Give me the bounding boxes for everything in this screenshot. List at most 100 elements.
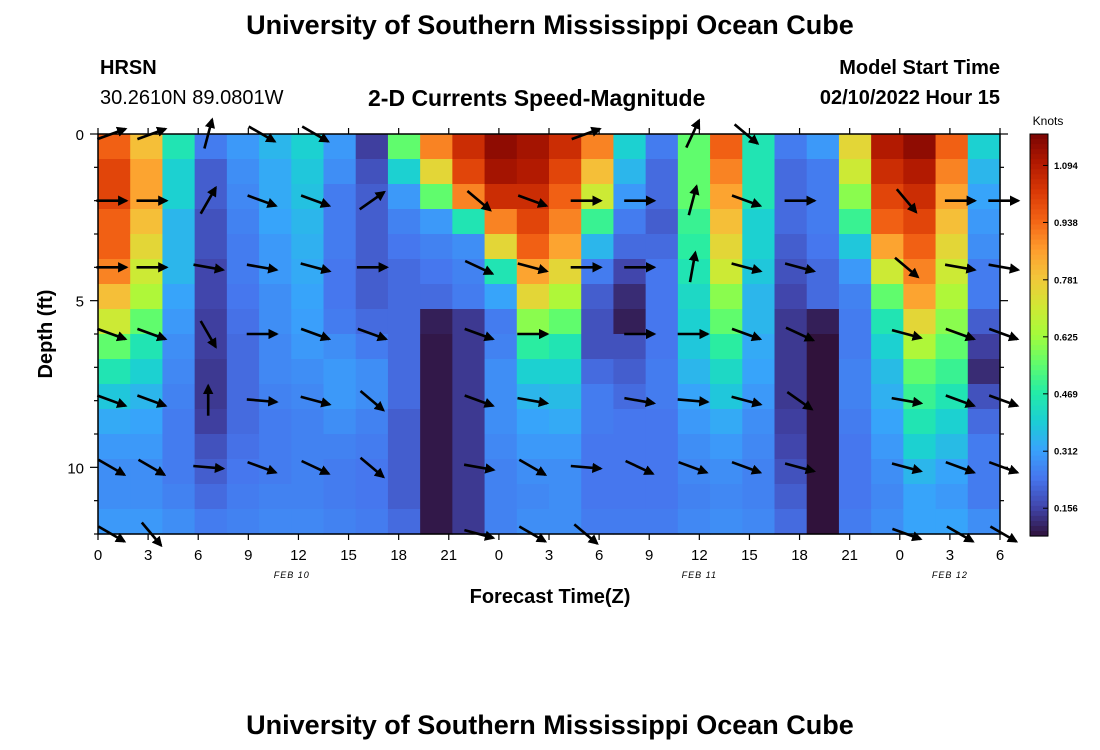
heatmap-cell	[387, 409, 421, 435]
colorbar-segment	[1030, 490, 1048, 497]
heatmap-cell	[806, 434, 840, 460]
heatmap-cell	[581, 459, 615, 485]
current-arrow	[731, 194, 763, 208]
heatmap-cell	[871, 384, 904, 410]
heatmap-cell	[613, 409, 647, 435]
current-arrow	[300, 395, 332, 408]
heatmap-cell	[581, 409, 615, 435]
heatmap-cell	[516, 359, 550, 385]
heatmap-cell	[581, 209, 615, 235]
heatmap-cell	[838, 259, 872, 285]
heatmap-cell	[355, 484, 389, 510]
heatmap-cell	[130, 384, 164, 410]
heatmap-cell	[355, 284, 389, 310]
heatmap-cell	[677, 434, 711, 460]
heatmap-cell	[484, 359, 518, 385]
current-vectors	[96, 117, 1021, 548]
colorbar-segment	[1030, 249, 1048, 256]
heatmap-cell	[259, 259, 292, 285]
heatmap-cell	[645, 359, 679, 385]
current-arrow	[894, 256, 920, 279]
y-tick-label: 0	[76, 127, 84, 144]
colorbar-segment	[1030, 154, 1048, 160]
heatmap-cell	[742, 134, 776, 160]
colorbar-tick-label: 0.312	[1054, 447, 1078, 458]
heatmap-cell	[645, 309, 679, 335]
heatmap-cell	[226, 209, 260, 235]
current-arrow	[517, 194, 549, 208]
heatmap-cell	[613, 234, 647, 260]
heatmap-cell	[967, 134, 1001, 160]
colorbar-segment	[1030, 435, 1048, 442]
heatmap-cell	[710, 284, 743, 310]
heatmap-cell	[645, 384, 679, 410]
heatmap-cell	[838, 509, 872, 535]
heatmap-cell	[355, 409, 389, 435]
heatmap-cell	[420, 509, 453, 535]
heatmap-cell	[484, 484, 518, 510]
current-arrow	[678, 460, 709, 475]
colorbar-segment	[1030, 229, 1048, 236]
x-tick-label: 21	[841, 547, 858, 564]
heatmap-cell	[871, 184, 904, 210]
heatmap-cell	[226, 284, 260, 310]
current-arrow	[945, 327, 976, 342]
current-arrow	[96, 394, 128, 408]
heatmap-cell	[484, 459, 518, 485]
heatmap-cell	[420, 134, 453, 160]
colorbar-segment	[1030, 289, 1048, 296]
heatmap-cell	[194, 484, 228, 510]
heatmap-cell	[710, 259, 743, 285]
heatmap-cell	[226, 259, 260, 285]
colorbar-segment	[1030, 189, 1048, 195]
colorbar-segment	[1030, 520, 1048, 527]
heatmap-cell	[677, 134, 711, 160]
heatmap-cell	[226, 509, 260, 535]
heatmap-cell	[710, 459, 743, 485]
date-label: FEB 12	[932, 570, 968, 580]
colorbar-segment	[1030, 174, 1048, 180]
heatmap-cell	[967, 434, 1001, 460]
current-arrow	[677, 396, 710, 407]
heatmap-cell	[291, 384, 325, 410]
colorbar-segment	[1030, 254, 1048, 261]
heatmap-cell	[420, 259, 453, 285]
colorbar-segment	[1030, 335, 1048, 341]
colorbar-segment	[1030, 345, 1048, 351]
heatmap-cell	[323, 484, 357, 510]
heatmap-cell	[259, 409, 292, 435]
colorbar-segment	[1030, 390, 1048, 396]
heatmap-cell	[323, 209, 357, 235]
heatmap-cell	[420, 309, 453, 335]
heatmap-cell	[742, 309, 776, 335]
heatmap-cell	[226, 384, 260, 410]
heatmap-cell	[967, 184, 1001, 210]
heatmap-cell	[387, 484, 421, 510]
heatmap-cell	[838, 409, 872, 435]
current-arrow	[193, 263, 226, 274]
heatmap-cell	[387, 259, 421, 285]
heatmap-cell	[162, 284, 196, 310]
heatmap-cell	[774, 184, 808, 210]
heatmap-cell	[194, 309, 228, 335]
heatmap-cell	[162, 209, 196, 235]
current-arrow	[466, 190, 492, 212]
heatmap-cell	[710, 234, 743, 260]
colorbar-segment	[1030, 284, 1048, 291]
heatmap-cell	[838, 309, 872, 335]
heatmap-cell	[806, 384, 840, 410]
heatmap-cell	[677, 484, 711, 510]
colorbar-segment	[1030, 294, 1048, 301]
colorbar-segment	[1030, 350, 1048, 356]
heatmap-cell	[387, 309, 421, 335]
heatmap-cell	[452, 334, 486, 360]
heatmap-cell	[420, 184, 453, 210]
heatmap-cell	[903, 234, 937, 260]
heatmap-cell	[645, 209, 679, 235]
heatmap-cell	[710, 434, 743, 460]
heatmap-cell	[387, 459, 421, 485]
current-arrow	[246, 263, 279, 274]
x-tick-label: 3	[545, 547, 553, 564]
heatmap-cell	[549, 184, 582, 210]
heatmap-cell	[903, 509, 937, 535]
